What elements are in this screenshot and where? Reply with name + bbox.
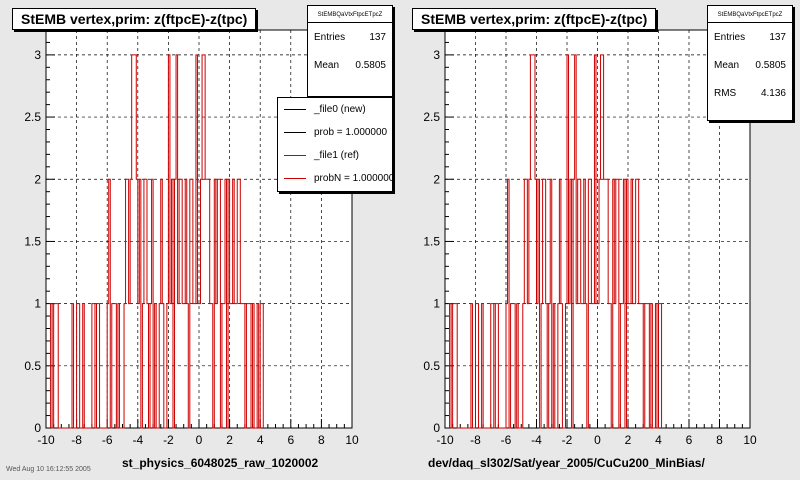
right-stats-name: StEMBQaVtxFtpcETpcZ	[708, 6, 792, 23]
right-stats-mean-label: Mean	[714, 59, 740, 71]
legend-entry: prob = 1.000000	[278, 121, 392, 144]
right-y-tick-label: 0	[433, 421, 440, 435]
left-histogram-series	[50, 54, 264, 429]
left-x-tick-label: -2	[163, 433, 174, 447]
right-y-tick-label: 2.5	[423, 110, 440, 124]
left-chart-title: StEMB vertex,prim: z(ftpcE)-z(tpc)	[12, 8, 257, 30]
left-stats-entries-label: Entries	[314, 31, 346, 43]
legend-label: prob = 1.000000	[314, 127, 388, 138]
legend-entry: probN = 1.000000	[278, 167, 392, 190]
left-x-tick-label: -8	[71, 433, 82, 447]
left-x-tick-label: 0	[196, 433, 203, 447]
left-x-tick-label: 8	[318, 433, 325, 447]
left-y-tick-label: 1	[34, 297, 41, 311]
legend-label: _file1 (ref)	[314, 150, 360, 161]
left-x-axis-label: st_physics_6048025_raw_1020002	[122, 456, 319, 470]
left-y-tick-label: 3	[34, 48, 41, 62]
right-histogram-series	[449, 54, 663, 429]
legend-label: probN = 1.000000	[314, 173, 393, 184]
right-x-tick-label: -8	[470, 433, 481, 447]
right-x-tick-label: -4	[531, 433, 542, 447]
right-stats-rms: 4.136	[760, 87, 786, 99]
right-x-tick-label: 6	[686, 433, 693, 447]
legend-label: _file0 (new)	[314, 104, 366, 115]
right-stats-box: StEMBQaVtxFtpcETpcZ Entries 137 Mean 0.580…	[707, 5, 793, 121]
right-x-tick-label: 0	[594, 433, 601, 447]
right-stats-mean: 0.5805	[755, 59, 786, 71]
right-stats-entries: 137	[769, 31, 786, 43]
left-stats-box: StEMBQaVtxFtpcETpcZ Entries 137 Mean 0.580…	[307, 5, 393, 97]
legend-swatch	[284, 178, 306, 179]
legend-swatch	[284, 109, 306, 110]
left-y-tick-label: 0.5	[24, 359, 41, 373]
left-x-tick-label: 6	[287, 433, 294, 447]
left-x-tick-label: -10	[37, 433, 55, 447]
left-x-tick-label: -4	[132, 433, 143, 447]
right-y-tick-label: 1.5	[423, 234, 440, 248]
legend-entry: _file1 (ref)	[278, 144, 392, 167]
left-y-tick-label: 0	[34, 421, 41, 435]
legend-swatch	[284, 155, 306, 156]
right-x-tick-label: 10	[743, 433, 757, 447]
right-stats-entries-label: Entries	[714, 31, 746, 43]
left-stats-mean-label: Mean	[314, 59, 340, 71]
left-stats-name: StEMBQaVtxFtpcETpcZ	[308, 6, 392, 23]
right-x-axis-label: dev/daq_sl302/Sat/year_2005/CuCu200_MinB…	[428, 456, 705, 470]
footnote: Wed Aug 10 16:12:55 2005	[6, 466, 91, 473]
left-y-tick-label: 2	[34, 172, 41, 186]
right-x-tick-label: -6	[501, 433, 512, 447]
left-x-tick-label: 4	[257, 433, 264, 447]
left-x-tick-label: 2	[226, 433, 233, 447]
left-legend: _file0 (new) prob = 1.000000 _file1 (ref…	[277, 97, 393, 192]
left-x-tick-label: -6	[102, 433, 113, 447]
left-y-tick-label: 1.5	[24, 234, 41, 248]
right-x-tick-label: 8	[716, 433, 723, 447]
right-y-tick-label: 0.5	[423, 359, 440, 373]
left-x-tick-label: 10	[345, 433, 359, 447]
right-x-tick-label: 4	[655, 433, 662, 447]
right-y-tick-label: 3	[433, 48, 440, 62]
legend-swatch	[284, 132, 306, 133]
right-y-tick-label: 1	[433, 297, 440, 311]
right-x-tick-label: -2	[562, 433, 573, 447]
right-chart-title: StEMB vertex,prim: z(ftpcE)-z(tpc)	[412, 8, 657, 30]
right-x-tick-label: -10	[436, 433, 454, 447]
right-stats-rms-label: RMS	[714, 87, 737, 99]
legend-entry: _file0 (new)	[278, 98, 392, 121]
left-y-tick-label: 2.5	[24, 110, 41, 124]
left-stats-mean: 0.5805	[355, 59, 386, 71]
right-y-tick-label: 2	[433, 172, 440, 186]
left-stats-entries: 137	[369, 31, 386, 43]
right-x-tick-label: 2	[625, 433, 632, 447]
